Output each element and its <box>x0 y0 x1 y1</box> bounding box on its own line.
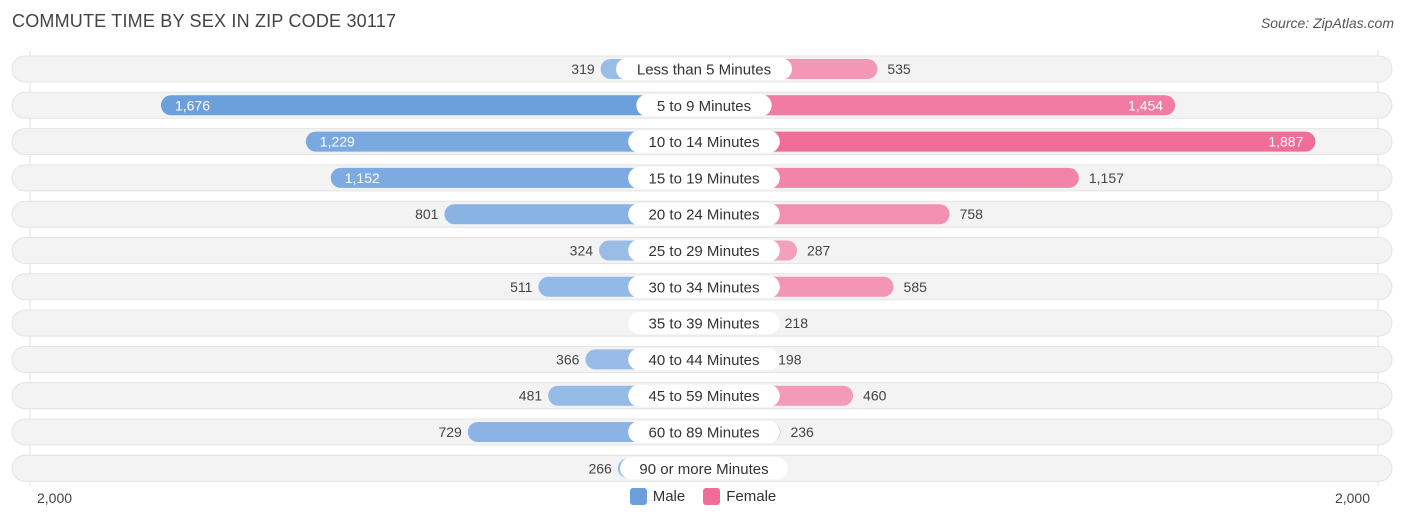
category-label-pill <box>628 166 780 189</box>
category-label-pill <box>628 239 780 262</box>
bar-female <box>704 131 1316 152</box>
category-label-pill <box>628 312 780 335</box>
value-label-male: 266 <box>588 460 612 476</box>
bar-female <box>704 95 1176 116</box>
category-label: 15 to 19 Minutes <box>649 170 760 187</box>
value-label-male: 1,676 <box>175 97 210 113</box>
category-label: 20 to 24 Minutes <box>649 207 760 224</box>
axis-right-label: 2,000 <box>1334 490 1370 506</box>
value-label-female: 218 <box>785 315 809 331</box>
value-label-female: 236 <box>790 424 814 440</box>
bar-male <box>305 131 704 152</box>
category-label: 5 to 9 Minutes <box>657 98 751 115</box>
category-label: Less than 5 Minutes <box>637 62 771 79</box>
value-label-female: 1,454 <box>1128 97 1163 113</box>
legend: Male Female <box>0 488 1406 505</box>
category-label-pill <box>616 58 792 80</box>
legend-item-male: Male <box>629 488 686 505</box>
value-label-female: 585 <box>904 279 928 295</box>
value-label-female: 198 <box>778 351 802 367</box>
value-label-male: 801 <box>415 206 439 222</box>
value-label-male: 1,152 <box>345 170 380 186</box>
category-label-pill <box>628 130 780 153</box>
value-label-male: 319 <box>571 61 595 77</box>
value-label-female: 460 <box>863 388 887 404</box>
value-label-female: 1,887 <box>1268 134 1303 150</box>
value-label-female: 287 <box>807 243 831 259</box>
value-label-male: 366 <box>556 351 580 367</box>
category-label-pill <box>628 275 780 298</box>
category-label: 25 to 29 Minutes <box>649 243 760 260</box>
value-label-male: 1,229 <box>320 134 355 150</box>
legend-item-female: Female <box>703 488 776 505</box>
legend-swatch-female <box>703 488 721 505</box>
axis-left-label: 2,000 <box>37 490 73 506</box>
category-label-pill <box>628 384 780 407</box>
bar-female <box>704 167 1079 188</box>
category-label: 10 to 14 Minutes <box>649 134 760 151</box>
value-label-female: 758 <box>960 206 984 222</box>
bar-male <box>330 167 704 188</box>
category-label: 40 to 44 Minutes <box>649 352 760 369</box>
category-label-pill <box>636 94 772 117</box>
category-label: 30 to 34 Minutes <box>649 279 760 296</box>
chart-title: COMMUTE TIME BY SEX IN ZIP CODE 30117 <box>12 11 397 31</box>
category-label: 45 to 59 Minutes <box>649 388 760 405</box>
legend-label-female: Female <box>726 488 777 505</box>
value-label-male: 511 <box>510 279 533 295</box>
legend-swatch-male <box>629 488 647 505</box>
category-label: 60 to 89 Minutes <box>649 425 760 442</box>
category-label-pill <box>620 457 788 480</box>
category-label-pill <box>628 348 780 371</box>
chart-source: Source: ZipAtlas.com <box>1260 15 1394 31</box>
category-label: 35 to 39 Minutes <box>649 316 760 333</box>
value-label-female: 1,157 <box>1089 170 1124 186</box>
legend-label-male: Male <box>652 488 686 505</box>
value-label-female: 535 <box>887 61 911 77</box>
bar-male <box>160 95 704 116</box>
category-label: 90 or more Minutes <box>639 461 768 478</box>
value-label-male: 481 <box>519 388 543 404</box>
category-label-pill <box>628 421 780 443</box>
category-label-pill <box>628 203 780 226</box>
value-label-male: 729 <box>438 424 462 440</box>
value-label-male: 324 <box>570 243 594 259</box>
